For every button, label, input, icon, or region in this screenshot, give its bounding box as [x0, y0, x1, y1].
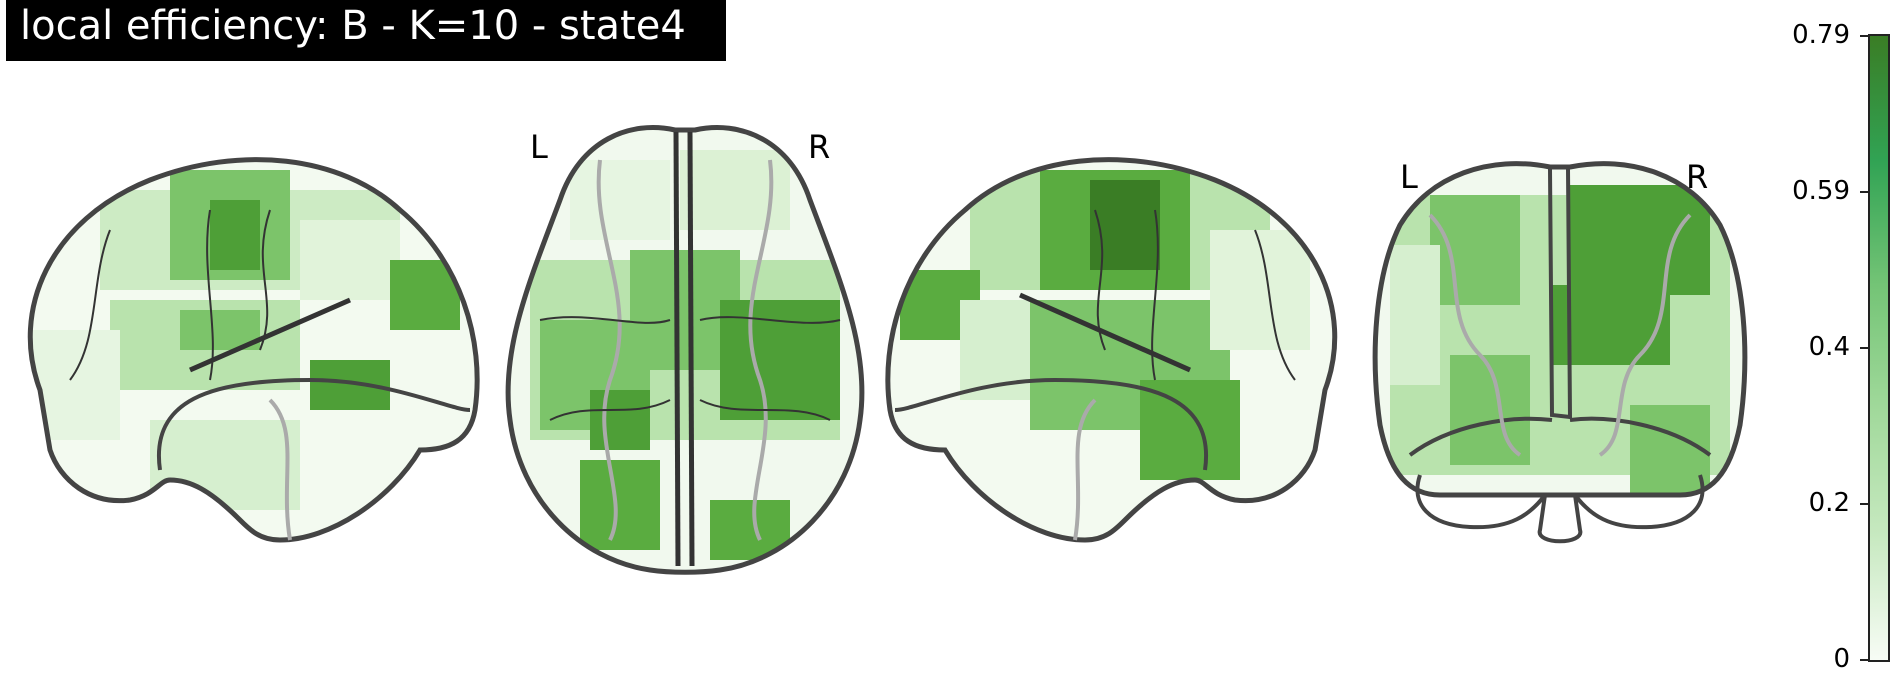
- colorbar-tick-mark: [1860, 35, 1868, 37]
- colorbar-tick-mark: [1860, 503, 1868, 505]
- coronal-view: [1370, 155, 1750, 555]
- colorbar-tick-label: 0.59: [1792, 176, 1850, 206]
- sagittal-left-view: [10, 150, 485, 550]
- coronal-right-label: R: [1686, 158, 1709, 196]
- colorbar-tick-mark: [1860, 659, 1868, 661]
- axial-right-label: R: [808, 128, 831, 166]
- colorbar-tick-mark: [1860, 191, 1868, 193]
- colorbar-tick-label: 0.2: [1808, 488, 1850, 518]
- axial-left-label: L: [530, 128, 548, 166]
- sagittal-right-view: [880, 150, 1355, 550]
- colorbar-tick-label: 0: [1833, 644, 1850, 674]
- colorbar-tick-label: 0.79: [1792, 20, 1850, 50]
- colorbar: [1868, 34, 1890, 662]
- axial-view: [500, 120, 870, 580]
- colorbar-tick-label: 0.4: [1808, 332, 1850, 362]
- plot-title: local efficiency: B - K=10 - state4: [6, 0, 726, 61]
- colorbar-tick-mark: [1860, 347, 1868, 349]
- coronal-left-label: L: [1400, 158, 1418, 196]
